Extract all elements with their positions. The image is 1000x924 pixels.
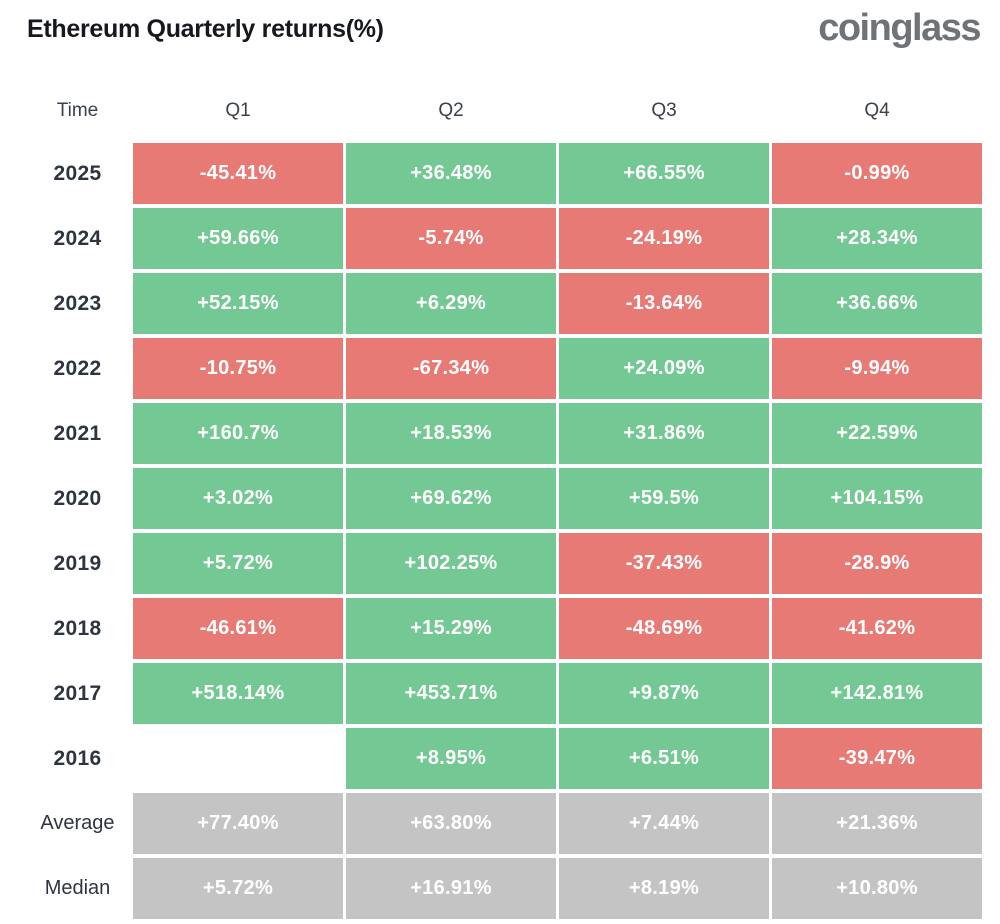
column-header-q2: Q2 — [438, 100, 464, 121]
return-cell: +8.19% — [559, 858, 769, 919]
return-cell: +7.44% — [559, 793, 769, 854]
table-body: 2025 -45.41% +36.48% +66.55% -0.99% 2024 +5… — [25, 143, 982, 919]
table-row: 2019 +5.72% +102.25% -37.43% -28.9% — [25, 533, 982, 594]
return-cell: +5.72% — [133, 858, 343, 919]
return-cell: +52.15% — [133, 273, 343, 334]
return-cell: +77.40% — [133, 793, 343, 854]
table-row: 2024 +59.66% -5.74% -24.19% +28.34% — [25, 208, 982, 269]
return-cell: -24.19% — [559, 208, 769, 269]
row-label: 2024 — [53, 226, 102, 250]
return-cell: +10.80% — [772, 858, 982, 919]
return-cell: +102.25% — [346, 533, 556, 594]
quarterly-returns-table: Time Q1 Q2 Q3 Q4 2025 -45.41% +36.48% +66.… — [0, 100, 1000, 919]
column-header-q4: Q4 — [864, 100, 890, 121]
return-cell: -46.61% — [133, 598, 343, 659]
return-cell: -48.69% — [559, 598, 769, 659]
return-cell: +28.34% — [772, 208, 982, 269]
row-label: Median — [44, 877, 111, 899]
page-title: Ethereum Quarterly returns(%) — [27, 15, 384, 43]
return-cell: +22.59% — [772, 403, 982, 464]
column-header-time: Time — [56, 100, 99, 121]
return-cell: -45.41% — [133, 143, 343, 204]
return-cell: -13.64% — [559, 273, 769, 334]
return-cell: +5.72% — [133, 533, 343, 594]
return-cell: +9.87% — [559, 663, 769, 724]
return-cell: +16.91% — [346, 858, 556, 919]
column-header-q3: Q3 — [651, 100, 677, 121]
return-cell: +36.66% — [772, 273, 982, 334]
return-cell: +518.14% — [133, 663, 343, 724]
table-row: Average +77.40% +63.80% +7.44% +21.36% — [25, 793, 982, 854]
return-cell: +59.66% — [133, 208, 343, 269]
return-cell: +24.09% — [559, 338, 769, 399]
return-cell: +8.95% — [346, 728, 556, 789]
return-cell: +69.62% — [346, 468, 556, 529]
return-cell: -10.75% — [133, 338, 343, 399]
row-label: 2022 — [53, 356, 102, 380]
return-cell: +36.48% — [346, 143, 556, 204]
column-header-row: Time Q1 Q2 Q3 Q4 — [25, 100, 982, 122]
row-label: 2019 — [53, 551, 102, 575]
return-cell: +160.7% — [133, 403, 343, 464]
return-cell: +18.53% — [346, 403, 556, 464]
table-row: 2021 +160.7% +18.53% +31.86% +22.59% — [25, 403, 982, 464]
row-label: Average — [40, 812, 115, 834]
topbar: Ethereum Quarterly returns(%) coinglass — [0, 0, 1000, 48]
return-cell: +104.15% — [772, 468, 982, 529]
return-cell: -39.47% — [772, 728, 982, 789]
row-label: 2017 — [53, 681, 102, 705]
return-cell: +6.51% — [559, 728, 769, 789]
row-label: 2023 — [53, 291, 102, 315]
row-label: 2025 — [53, 161, 102, 185]
return-cell: -5.74% — [346, 208, 556, 269]
table-row: 2017 +518.14% +453.71% +9.87% +142.81% — [25, 663, 982, 724]
return-cell: -67.34% — [346, 338, 556, 399]
table-row: 2020 +3.02% +69.62% +59.5% +104.15% — [25, 468, 982, 529]
return-cell: +15.29% — [346, 598, 556, 659]
row-label: 2021 — [53, 421, 102, 445]
table-row: Median +5.72% +16.91% +8.19% +10.80% — [25, 858, 982, 919]
empty-cell — [133, 728, 343, 789]
return-cell: +6.29% — [346, 273, 556, 334]
return-cell: -28.9% — [772, 533, 982, 594]
return-cell: -41.62% — [772, 598, 982, 659]
return-cell: -0.99% — [772, 143, 982, 204]
table-row: 2023 +52.15% +6.29% -13.64% +36.66% — [25, 273, 982, 334]
coinglass-logo: coinglass — [818, 7, 981, 49]
table-row: 2016 +8.95% +6.51% -39.47% — [25, 728, 982, 789]
row-label: 2016 — [53, 746, 102, 770]
return-cell: +21.36% — [772, 793, 982, 854]
column-header-q1: Q1 — [225, 100, 251, 121]
table-row: 2025 -45.41% +36.48% +66.55% -0.99% — [25, 143, 982, 204]
row-label: 2020 — [53, 486, 102, 510]
return-cell: +142.81% — [772, 663, 982, 724]
row-label: 2018 — [53, 616, 102, 640]
table-row: 2018 -46.61% +15.29% -48.69% -41.62% — [25, 598, 982, 659]
return-cell: -37.43% — [559, 533, 769, 594]
return-cell: +59.5% — [559, 468, 769, 529]
return-cell: +3.02% — [133, 468, 343, 529]
table-row: 2022 -10.75% -67.34% +24.09% -9.94% — [25, 338, 982, 399]
return-cell: +453.71% — [346, 663, 556, 724]
return-cell: -9.94% — [772, 338, 982, 399]
return-cell: +66.55% — [559, 143, 769, 204]
return-cell: +31.86% — [559, 403, 769, 464]
return-cell: +63.80% — [346, 793, 556, 854]
